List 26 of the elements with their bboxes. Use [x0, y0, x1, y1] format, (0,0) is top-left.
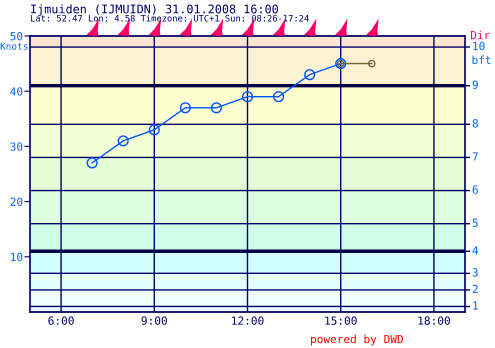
x-tick-label: 18:00	[418, 316, 450, 325]
x-tick-label: 12:00	[232, 316, 264, 325]
text: Dir	[470, 30, 490, 40]
text: powered by DWD	[311, 334, 403, 346]
x-tick-label: 9:00	[142, 316, 167, 325]
x-tick-label: 15:00	[325, 316, 357, 325]
y-tick-label: 20	[10, 198, 22, 206]
y-tick-label: 30	[10, 142, 22, 151]
text: 3	[472, 268, 478, 277]
y-tick-label: 40	[10, 87, 22, 96]
text: 1	[473, 301, 478, 310]
text: 2	[472, 284, 478, 294]
chart-subtitle: Lat: 52.47 Lon: 4.58 Timezone: UTC+1 Sun: 08:26-17:24	[30, 14, 309, 22]
y-tick-label: 50	[10, 32, 22, 40]
text: 5	[472, 218, 478, 227]
text: 8	[472, 119, 478, 128]
text: bft	[472, 55, 491, 64]
text: 10	[473, 42, 485, 50]
chart-title: Ijmuiden (IJMUIDN) 31.01.2008 16:00	[31, 4, 278, 16]
text: 7	[472, 152, 478, 161]
x-tick-label: 6:00	[48, 316, 74, 325]
y-axis-title: Knots	[0, 42, 28, 50]
text: 6	[472, 185, 478, 194]
text: 4	[472, 246, 478, 254]
text: 9	[472, 80, 478, 89]
y-tick-label: 10	[11, 252, 22, 262]
